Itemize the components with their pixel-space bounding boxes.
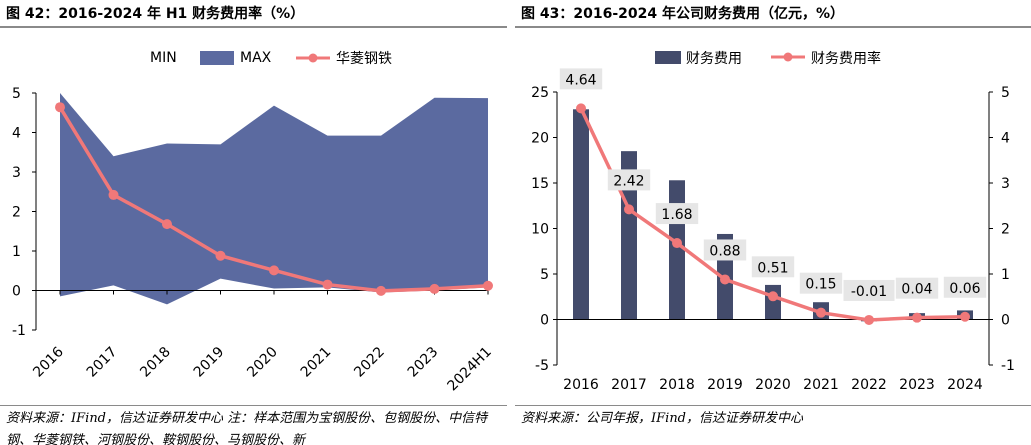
expense-bar [765, 284, 781, 320]
left-y-tick-label: 0 [540, 313, 549, 329]
legend-label-min: MIN [150, 50, 177, 66]
chart-panel-financial-expense-ratio: 图 42：2016-2024 年 H1 财务费用率（%） MIN MAX 华菱钢铁 -… [0, 0, 507, 445]
ratio-point [672, 238, 682, 249]
x-tick-label: 2024 [947, 377, 983, 393]
data-label-bg [559, 68, 603, 90]
expense-bar [621, 151, 637, 320]
hualing-point [429, 283, 440, 294]
data-label-bg [607, 169, 651, 191]
data-label-bg [703, 239, 747, 261]
hualing-point [483, 280, 493, 291]
legend-swatch-expense [655, 51, 681, 64]
max-min-band [60, 93, 488, 305]
bar-line-chart: 财务费用 财务费用率 -5 0 5 10 15 20 25 -1 0 1 2 3 4 5 2016 2017 201… [531, 50, 1015, 393]
source-note: 资料来源：IFind，信达证券研发中心 注：样本范围为宝钢股份、包钢股份、中信特… [0, 405, 507, 445]
x-tick-label: 2018 [137, 344, 174, 381]
x-tick-label: 2019 [707, 377, 743, 393]
hualing-point [162, 219, 172, 230]
source-note: 资料来源：公司年报，IFind，信达证券研发中心 [515, 405, 1031, 445]
ratio-point [768, 291, 778, 302]
left-y-tick-label: 15 [531, 176, 549, 192]
left-y-tick-label: 20 [531, 131, 549, 147]
y-tick-label: 0 [12, 284, 21, 300]
ratio-point [576, 103, 586, 114]
data-label: 4.64 [565, 72, 596, 88]
x-tick-label: 2021 [298, 344, 335, 381]
legend-label-ratio: 财务费用率 [811, 50, 881, 67]
ratio-point [720, 274, 730, 285]
legend-label-expense: 财务费用 [686, 51, 742, 67]
data-label-bg [943, 276, 987, 298]
data-label: 0.06 [949, 281, 980, 297]
x-tick-label: 2016 [563, 377, 599, 393]
x-tick-label: 2024H1 [445, 344, 495, 394]
chart-panel-financial-expense: 图 43：2016-2024 年公司财务费用（亿元，%） 财务费用 财务费用率 -5… [515, 0, 1031, 445]
hualing-point [376, 285, 386, 296]
hualing-point [55, 102, 65, 113]
right-y-tick-label: -1 [1001, 358, 1015, 374]
ratio-point [864, 314, 874, 325]
x-tick-label: 2020 [244, 344, 281, 381]
x-tick-label: 2019 [191, 344, 228, 381]
x-tick-label: 2017 [611, 377, 647, 393]
hualing-point [269, 265, 279, 276]
expense-bar [669, 180, 685, 320]
legend-label-max: MAX [240, 50, 272, 66]
hualing-point [108, 189, 119, 200]
left-y-tick-label: 5 [540, 267, 549, 283]
y-tick-label: 4 [12, 126, 21, 142]
legend-marker-hualing [308, 53, 318, 63]
y-tick-label: 1 [12, 244, 21, 260]
area-line-chart: MIN MAX 华菱钢铁 -1 0 1 2 3 4 5 2016 2017 2018 2019 2020 20… [12, 50, 495, 394]
data-label-bg [843, 279, 895, 301]
legend-marker-ratio [783, 52, 793, 62]
right-y-tick-label: 5 [1001, 85, 1010, 101]
data-label: 0.04 [901, 282, 932, 298]
data-label-bg [895, 277, 939, 299]
hualing-point [215, 250, 226, 261]
y-tick-label: 5 [12, 86, 21, 102]
figure-title: 图 43：2016-2024 年公司财务费用（亿元，%） [515, 0, 1031, 28]
x-tick-label: 2021 [803, 377, 839, 393]
ratio-point [912, 312, 922, 323]
data-label: 2.42 [613, 173, 644, 189]
data-label: 1.68 [661, 207, 692, 223]
x-tick-label: 2023 [899, 377, 935, 393]
y-tick-label: 2 [12, 205, 21, 221]
data-label: 0.15 [805, 277, 836, 293]
x-tick-label: 2017 [84, 344, 121, 381]
left-y-tick-label: 25 [531, 85, 549, 101]
data-label: -0.01 [851, 284, 887, 300]
figure-title: 图 42：2016-2024 年 H1 财务费用率（%） [0, 0, 507, 28]
expense-bar [573, 109, 589, 320]
x-tick-label: 2022 [351, 344, 388, 381]
legend-label-hualing: 华菱钢铁 [336, 51, 392, 67]
data-label: 0.88 [709, 243, 740, 259]
right-y-tick-label: 3 [1001, 176, 1010, 192]
y-tick-label: -1 [12, 323, 26, 339]
ratio-point [960, 311, 970, 322]
data-label-bg [655, 203, 699, 225]
right-y-tick-label: 2 [1001, 222, 1010, 238]
right-y-tick-label: 4 [1001, 131, 1010, 147]
x-tick-label: 2020 [755, 377, 791, 393]
legend-swatch-max [200, 51, 234, 65]
data-label: 0.51 [757, 260, 788, 276]
hualing-point [322, 279, 333, 290]
ratio-point [624, 204, 634, 215]
right-y-tick-label: 0 [1001, 313, 1010, 329]
left-y-tick-label: -5 [535, 358, 549, 374]
left-y-tick-label: 10 [531, 222, 549, 238]
x-tick-label: 2022 [851, 377, 887, 393]
ratio-point [816, 307, 826, 318]
data-label-bg [799, 272, 843, 294]
x-tick-label: 2016 [30, 344, 67, 381]
x-tick-label: 2023 [405, 344, 442, 381]
x-tick-label: 2018 [659, 377, 695, 393]
y-tick-label: 3 [12, 165, 21, 181]
data-label-bg [751, 256, 795, 278]
right-y-tick-label: 1 [1001, 267, 1010, 283]
